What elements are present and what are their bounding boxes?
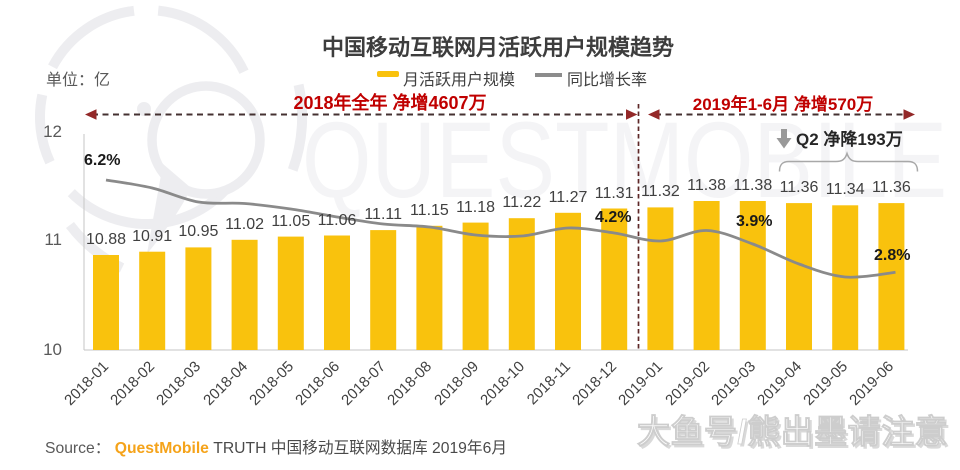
svg-text:QUESTMOBILE: QUESTMOBILE <box>302 99 947 220</box>
svg-text:大鱼号/熊出墨请注意: 大鱼号/熊出墨请注意 <box>639 415 950 452</box>
svg-text:大鱼号/熊出墨请注意: 大鱼号/熊出墨请注意 <box>637 413 948 450</box>
